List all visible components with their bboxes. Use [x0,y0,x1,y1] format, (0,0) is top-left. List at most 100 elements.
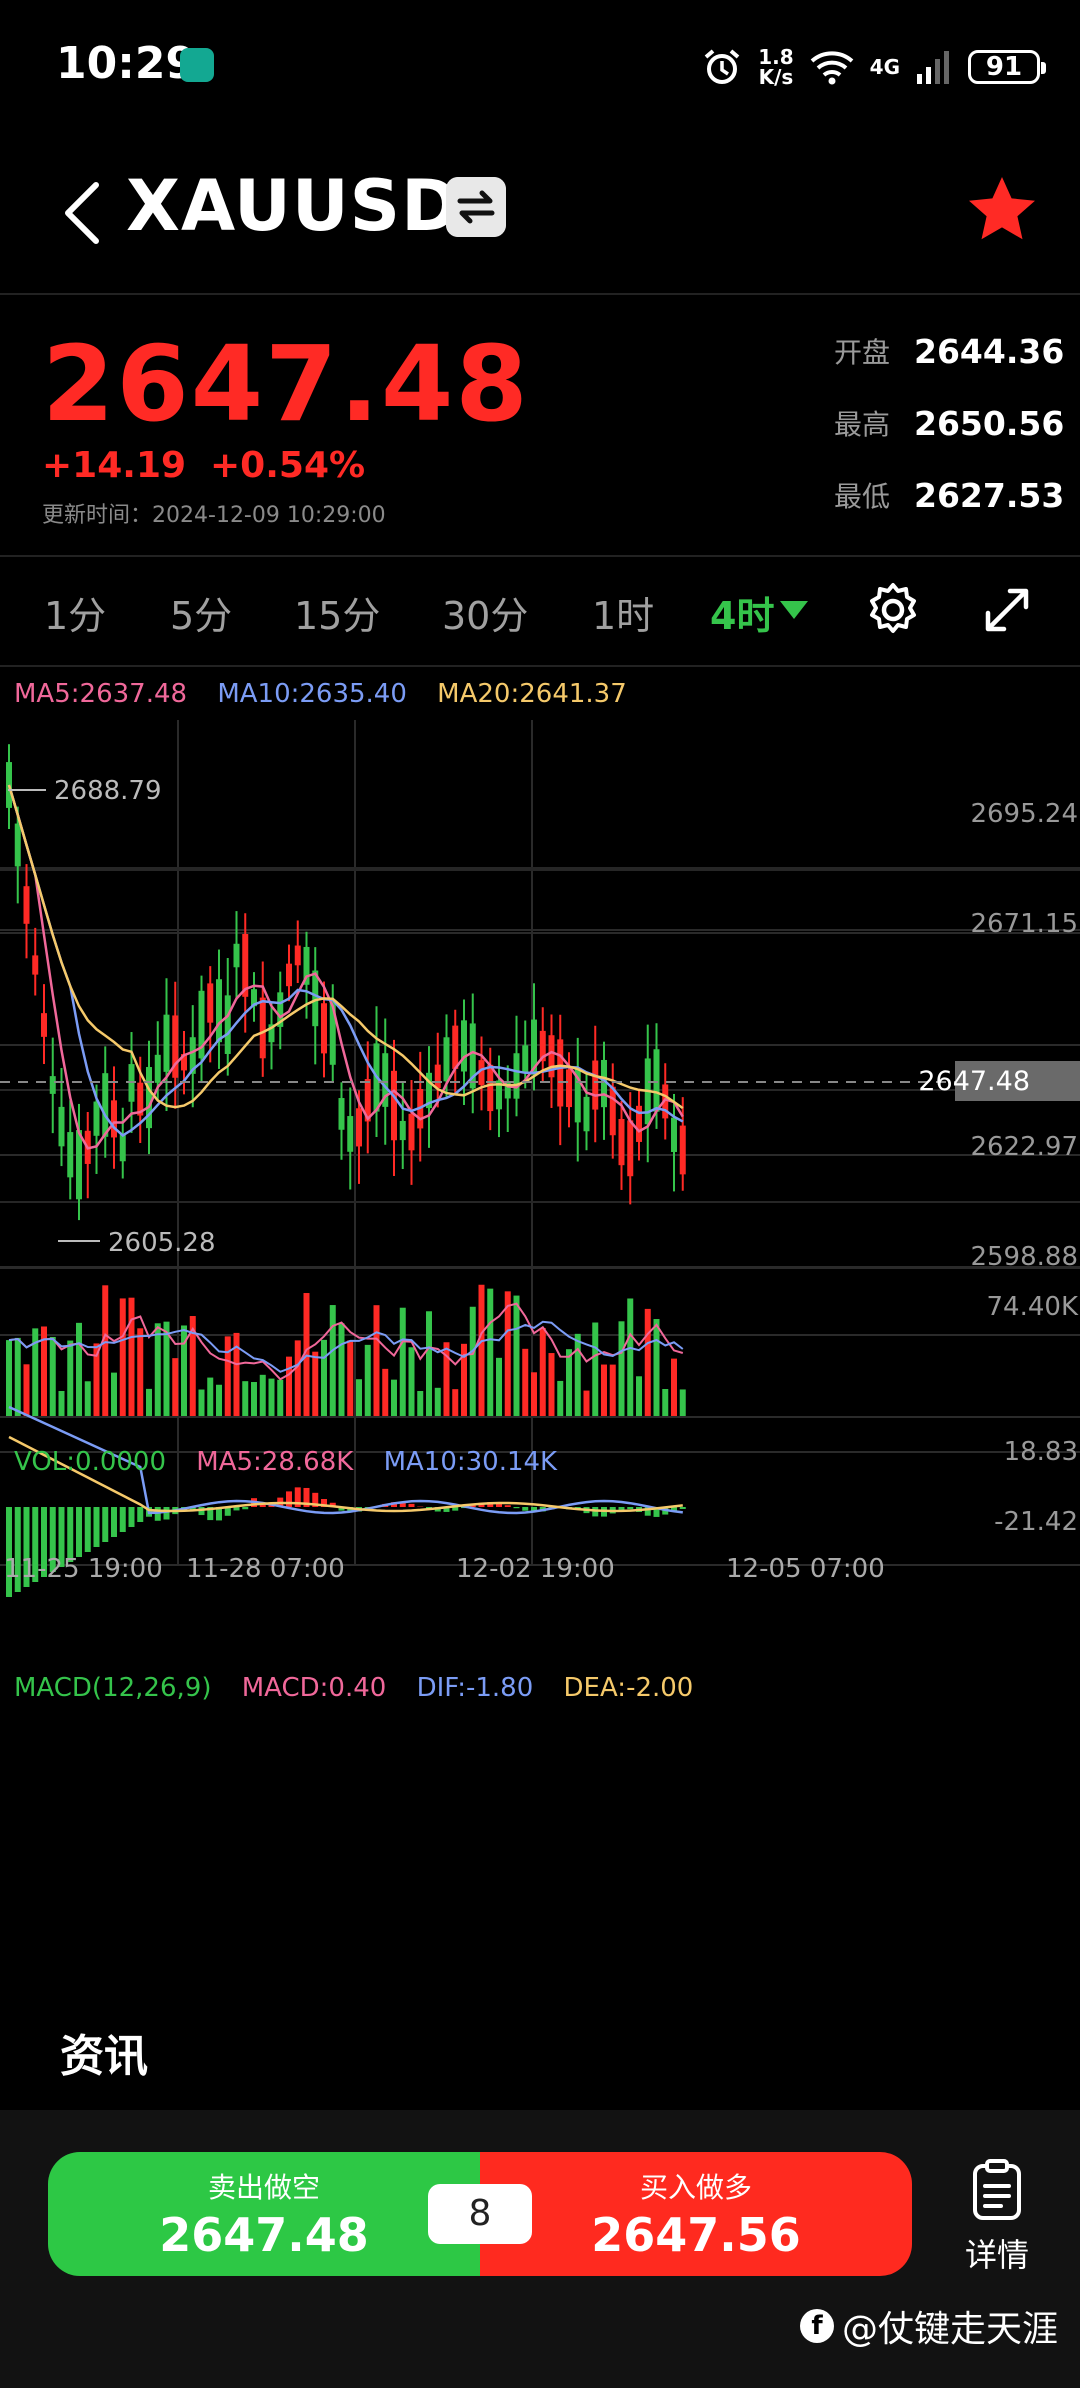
volume-bar [452,1389,459,1416]
volume-bar [469,1306,476,1416]
macd-bar [644,1507,651,1516]
dif-line [8,1405,683,1515]
battery-indicator: 91 [968,50,1046,84]
macd-bar [32,1507,39,1582]
candle-body [399,1120,406,1141]
volume-bar [417,1390,424,1416]
candle-body [434,1064,441,1089]
fullscreen-icon[interactable] [978,581,1036,639]
sell-short-button[interactable]: 卖出做空 2647.48 [48,2152,480,2276]
volume-bar [181,1325,187,1416]
volume-bar [154,1323,161,1416]
news-section-title[interactable]: 资讯 [60,2031,148,2082]
candle-body [583,1096,590,1132]
swap-icon[interactable] [446,177,506,237]
volume-bar [163,1321,170,1416]
candle-body [312,970,319,1027]
macd-histogram [6,1405,686,1597]
volume-bar [399,1307,406,1416]
volume-bar [487,1288,494,1416]
candle-body [478,1060,485,1085]
volume-bar [84,1381,91,1416]
vol-legend: VOL:0.0000 [14,1447,167,1477]
network-speed-value: 1.8 [758,45,794,69]
macd-bar [338,1507,345,1511]
candle-body [364,1079,371,1122]
header: XAUUSD [0,135,1080,295]
volume-bar [443,1342,450,1416]
volume-bar [198,1389,205,1416]
dropdown-arrow-icon[interactable] [780,601,808,619]
update-time-row: 更新时间：2024-12-09 10:29:00 [42,497,386,529]
weibo-logo-icon: f [800,2309,834,2343]
chart-canvas[interactable]: 2647.48 2695.24 2671.15 2622.97 2598.88 … [0,665,1080,1915]
tab-4hour[interactable]: 4时 [710,594,775,638]
volume-bar [6,1340,12,1416]
tab-5min[interactable]: 5分 [170,594,233,638]
macd-bar [408,1503,415,1507]
vol-ma10-legend: MA10:30.14K [383,1447,558,1477]
candle-body [268,1024,275,1043]
macd-bar [207,1507,214,1521]
candle-body [329,1001,336,1065]
macd-bar [102,1507,109,1542]
kline-chart[interactable]: 2647.48 2695.24 2671.15 2622.97 2598.88 … [0,665,1080,1915]
macd-params-legend: MACD(12,26,9) [14,1673,212,1703]
macd-bar [286,1491,292,1507]
volume-bar [662,1389,669,1416]
macd-bar [627,1507,634,1510]
volume-bar [574,1333,581,1416]
volume-bar [679,1389,686,1416]
candle-body [487,1064,494,1112]
candle-body [338,1098,345,1130]
candle-body [111,1100,117,1138]
high-marker: 2688.79 [54,776,162,806]
candle-body [224,995,231,1054]
candle-body [137,1082,144,1116]
stat-low: 最低 2627.53 [834,475,1064,515]
status-time: 10:29 [56,38,197,89]
volume-legend: VOL:0.0000 MA5:28.68K MA10:30.14K [14,1447,557,1477]
dea-line [8,1435,683,1513]
alarm-icon [704,49,740,84]
macd-bar [128,1507,135,1527]
candle-body [242,933,249,997]
stat-label: 最高 [834,408,891,441]
candle-body [321,1003,327,1054]
wifi-icon [810,51,853,85]
dif-legend: DIF:-1.80 [416,1673,534,1703]
details-button[interactable]: 详情 [952,2158,1042,2278]
volume-bar [233,1332,240,1416]
tab-1min[interactable]: 1分 [44,594,107,638]
candle-body [679,1125,686,1175]
macd-bar [452,1507,459,1511]
candle-body [303,946,310,985]
favorite-star-icon[interactable] [966,173,1038,245]
last-price: 2647.48 [42,323,530,445]
candle-body [216,979,222,1043]
candle-body [592,1060,599,1110]
chart-grid [0,720,1080,1566]
candle-body [391,1070,397,1141]
buy-price: 2647.56 [591,2208,801,2262]
buy-long-button[interactable]: 买入做多 2647.56 [480,2152,912,2276]
settings-gear-icon[interactable] [864,581,922,639]
price-axis-label: 2598.88 [970,1242,1078,1272]
volume-bar [49,1336,56,1416]
macd-bar [84,1507,91,1552]
low-marker: 2605.28 [108,1228,216,1258]
candle-body [41,1013,47,1037]
macd-bar [119,1507,126,1532]
buy-label: 买入做多 [639,2171,752,2204]
candle-body [23,886,30,924]
volume-bar [58,1390,65,1416]
tab-15min[interactable]: 15分 [294,594,381,638]
tab-30min[interactable]: 30分 [442,594,529,638]
clipboard-icon [973,2159,1021,2220]
macd-bar [321,1499,327,1507]
back-button[interactable] [56,177,116,249]
candle-body [198,990,205,1059]
volume-bar [32,1328,39,1416]
tab-1hour[interactable]: 1时 [592,594,655,638]
price-axis-label: 2622.97 [970,1132,1078,1162]
